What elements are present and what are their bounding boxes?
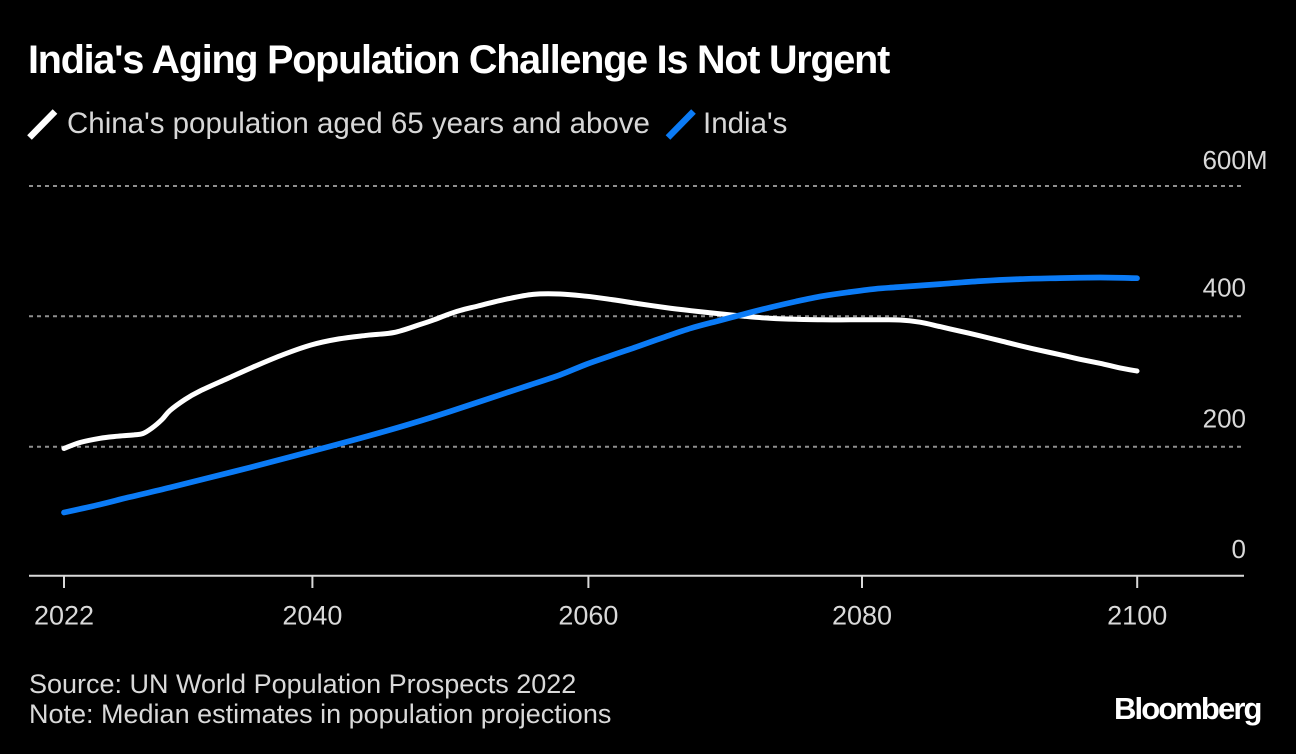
- svg-text:0: 0: [1232, 534, 1246, 564]
- svg-text:200: 200: [1203, 404, 1246, 434]
- svg-text:600M: 600M: [1202, 145, 1267, 175]
- svg-text:400: 400: [1203, 273, 1246, 303]
- svg-text:2060: 2060: [558, 601, 618, 631]
- svg-text:2022: 2022: [34, 601, 94, 631]
- svg-text:2080: 2080: [832, 601, 892, 631]
- svg-text:2100: 2100: [1107, 601, 1167, 631]
- svg-text:2040: 2040: [282, 601, 342, 631]
